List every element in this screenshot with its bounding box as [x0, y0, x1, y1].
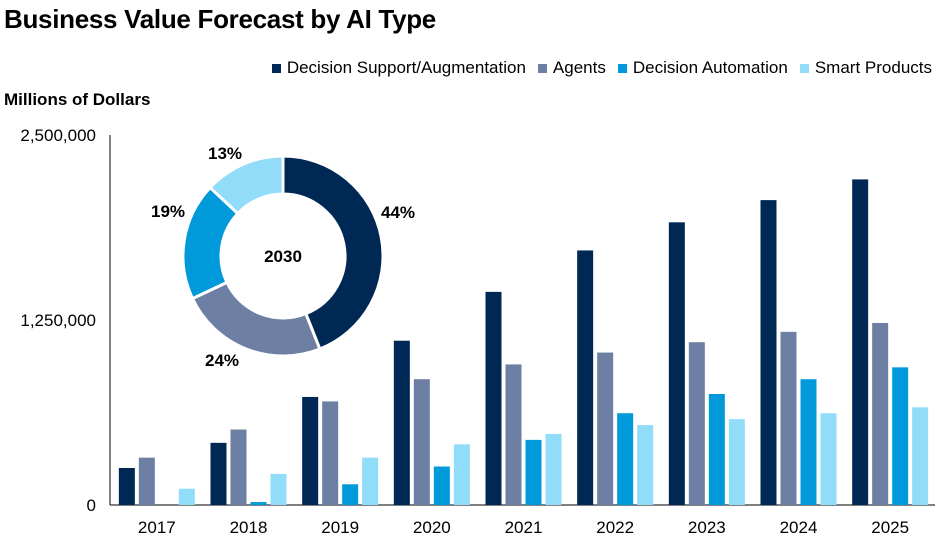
donut-slice-label: 24% [205, 351, 239, 370]
donut-center-label: 2030 [264, 247, 302, 266]
bar [393, 340, 410, 505]
legend-item-agents: Agents [537, 58, 606, 78]
bar [637, 425, 654, 505]
legend-swatch [537, 63, 547, 73]
bar [322, 401, 339, 505]
bar [852, 179, 869, 505]
bar [485, 291, 502, 505]
legend-item-decision-support: Decision Support/Augmentation [271, 58, 526, 78]
donut-slice [190, 280, 322, 358]
bar [708, 394, 725, 505]
chart-title: Business Value Forecast by AI Type [4, 4, 436, 34]
legend-label: Agents [552, 58, 606, 77]
legend: Decision Support/Augmentation Agents Dec… [271, 58, 932, 78]
bar [302, 396, 319, 505]
bar [453, 444, 470, 505]
donut-slice-label: 13% [208, 144, 242, 163]
bar [210, 442, 227, 505]
bar [577, 250, 594, 505]
legend-label: Smart Products [814, 58, 932, 77]
bar [178, 488, 195, 505]
bar [617, 413, 634, 505]
legend-item-smart-products: Smart Products [799, 58, 932, 78]
bar [597, 352, 614, 505]
x-tick-label: 2024 [780, 518, 818, 537]
bar [668, 222, 685, 505]
legend-swatch [617, 63, 627, 73]
legend-swatch [799, 63, 809, 73]
donut-slice [207, 154, 285, 216]
donut-slice-label: 19% [151, 202, 185, 221]
bar [872, 322, 889, 505]
x-tick-label: 2022 [596, 518, 634, 537]
legend-item-decision-automation: Decision Automation [617, 58, 788, 78]
bar [728, 419, 745, 505]
x-tick-label: 2020 [413, 518, 451, 537]
bar [545, 433, 562, 505]
bar [138, 457, 155, 505]
x-tick-label: 2023 [688, 518, 726, 537]
donut-slice [281, 154, 385, 351]
bar [892, 367, 909, 505]
donut-slice-label: 44% [381, 203, 415, 222]
x-tick-label: 2017 [138, 518, 176, 537]
bar [820, 413, 837, 505]
x-tick-label: 2025 [871, 518, 909, 537]
legend-swatch [271, 63, 281, 73]
bar [413, 379, 430, 505]
y-tick-label: 1,250,000 [20, 311, 96, 330]
bar [780, 331, 797, 505]
y-tick-label: 2,500,000 [20, 126, 96, 145]
y-axis-label: Millions of Dollars [4, 90, 151, 109]
bar [118, 468, 135, 505]
x-tick-label: 2018 [230, 518, 268, 537]
bar [230, 429, 247, 505]
bar [912, 407, 929, 505]
bar [270, 473, 287, 505]
legend-label: Decision Automation [632, 58, 788, 77]
y-tick-label: 0 [87, 496, 96, 515]
bar [362, 457, 379, 505]
bar [342, 484, 359, 505]
bar [250, 502, 267, 505]
bar [800, 379, 817, 505]
x-tick-label: 2019 [321, 518, 359, 537]
bar [525, 439, 542, 505]
bar [688, 342, 705, 505]
bar [505, 364, 522, 505]
x-tick-label: 2021 [505, 518, 543, 537]
bar [433, 466, 450, 505]
legend-label: Decision Support/Augmentation [286, 58, 526, 77]
bar [760, 200, 777, 505]
